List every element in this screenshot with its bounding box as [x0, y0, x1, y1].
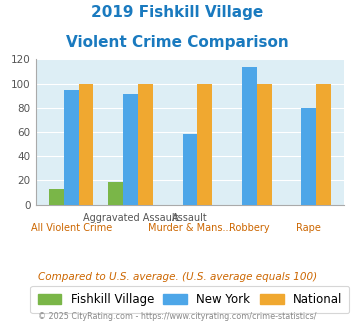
- Bar: [108, 182, 123, 205]
- Bar: [257, 83, 272, 205]
- Bar: [123, 94, 138, 205]
- Text: Aggravated Assault: Aggravated Assault: [83, 213, 178, 223]
- Bar: [301, 108, 316, 205]
- Bar: [64, 90, 78, 205]
- Bar: [242, 67, 257, 205]
- Bar: [78, 83, 93, 205]
- Bar: [182, 134, 197, 205]
- Text: Robbery: Robbery: [229, 223, 270, 233]
- Text: All Violent Crime: All Violent Crime: [31, 223, 112, 233]
- Text: 2019 Fishkill Village: 2019 Fishkill Village: [91, 5, 264, 20]
- Text: © 2025 CityRating.com - https://www.cityrating.com/crime-statistics/: © 2025 CityRating.com - https://www.city…: [38, 312, 317, 321]
- Bar: [49, 189, 64, 205]
- Text: Violent Crime Comparison: Violent Crime Comparison: [66, 35, 289, 50]
- Text: Rape: Rape: [296, 223, 321, 233]
- Bar: [316, 83, 331, 205]
- Bar: [138, 83, 153, 205]
- Bar: [197, 83, 212, 205]
- Text: Compared to U.S. average. (U.S. average equals 100): Compared to U.S. average. (U.S. average …: [38, 272, 317, 282]
- Legend: Fishkill Village, New York, National: Fishkill Village, New York, National: [31, 286, 349, 313]
- Text: Assault: Assault: [172, 213, 208, 223]
- Text: Murder & Mans...: Murder & Mans...: [148, 223, 232, 233]
